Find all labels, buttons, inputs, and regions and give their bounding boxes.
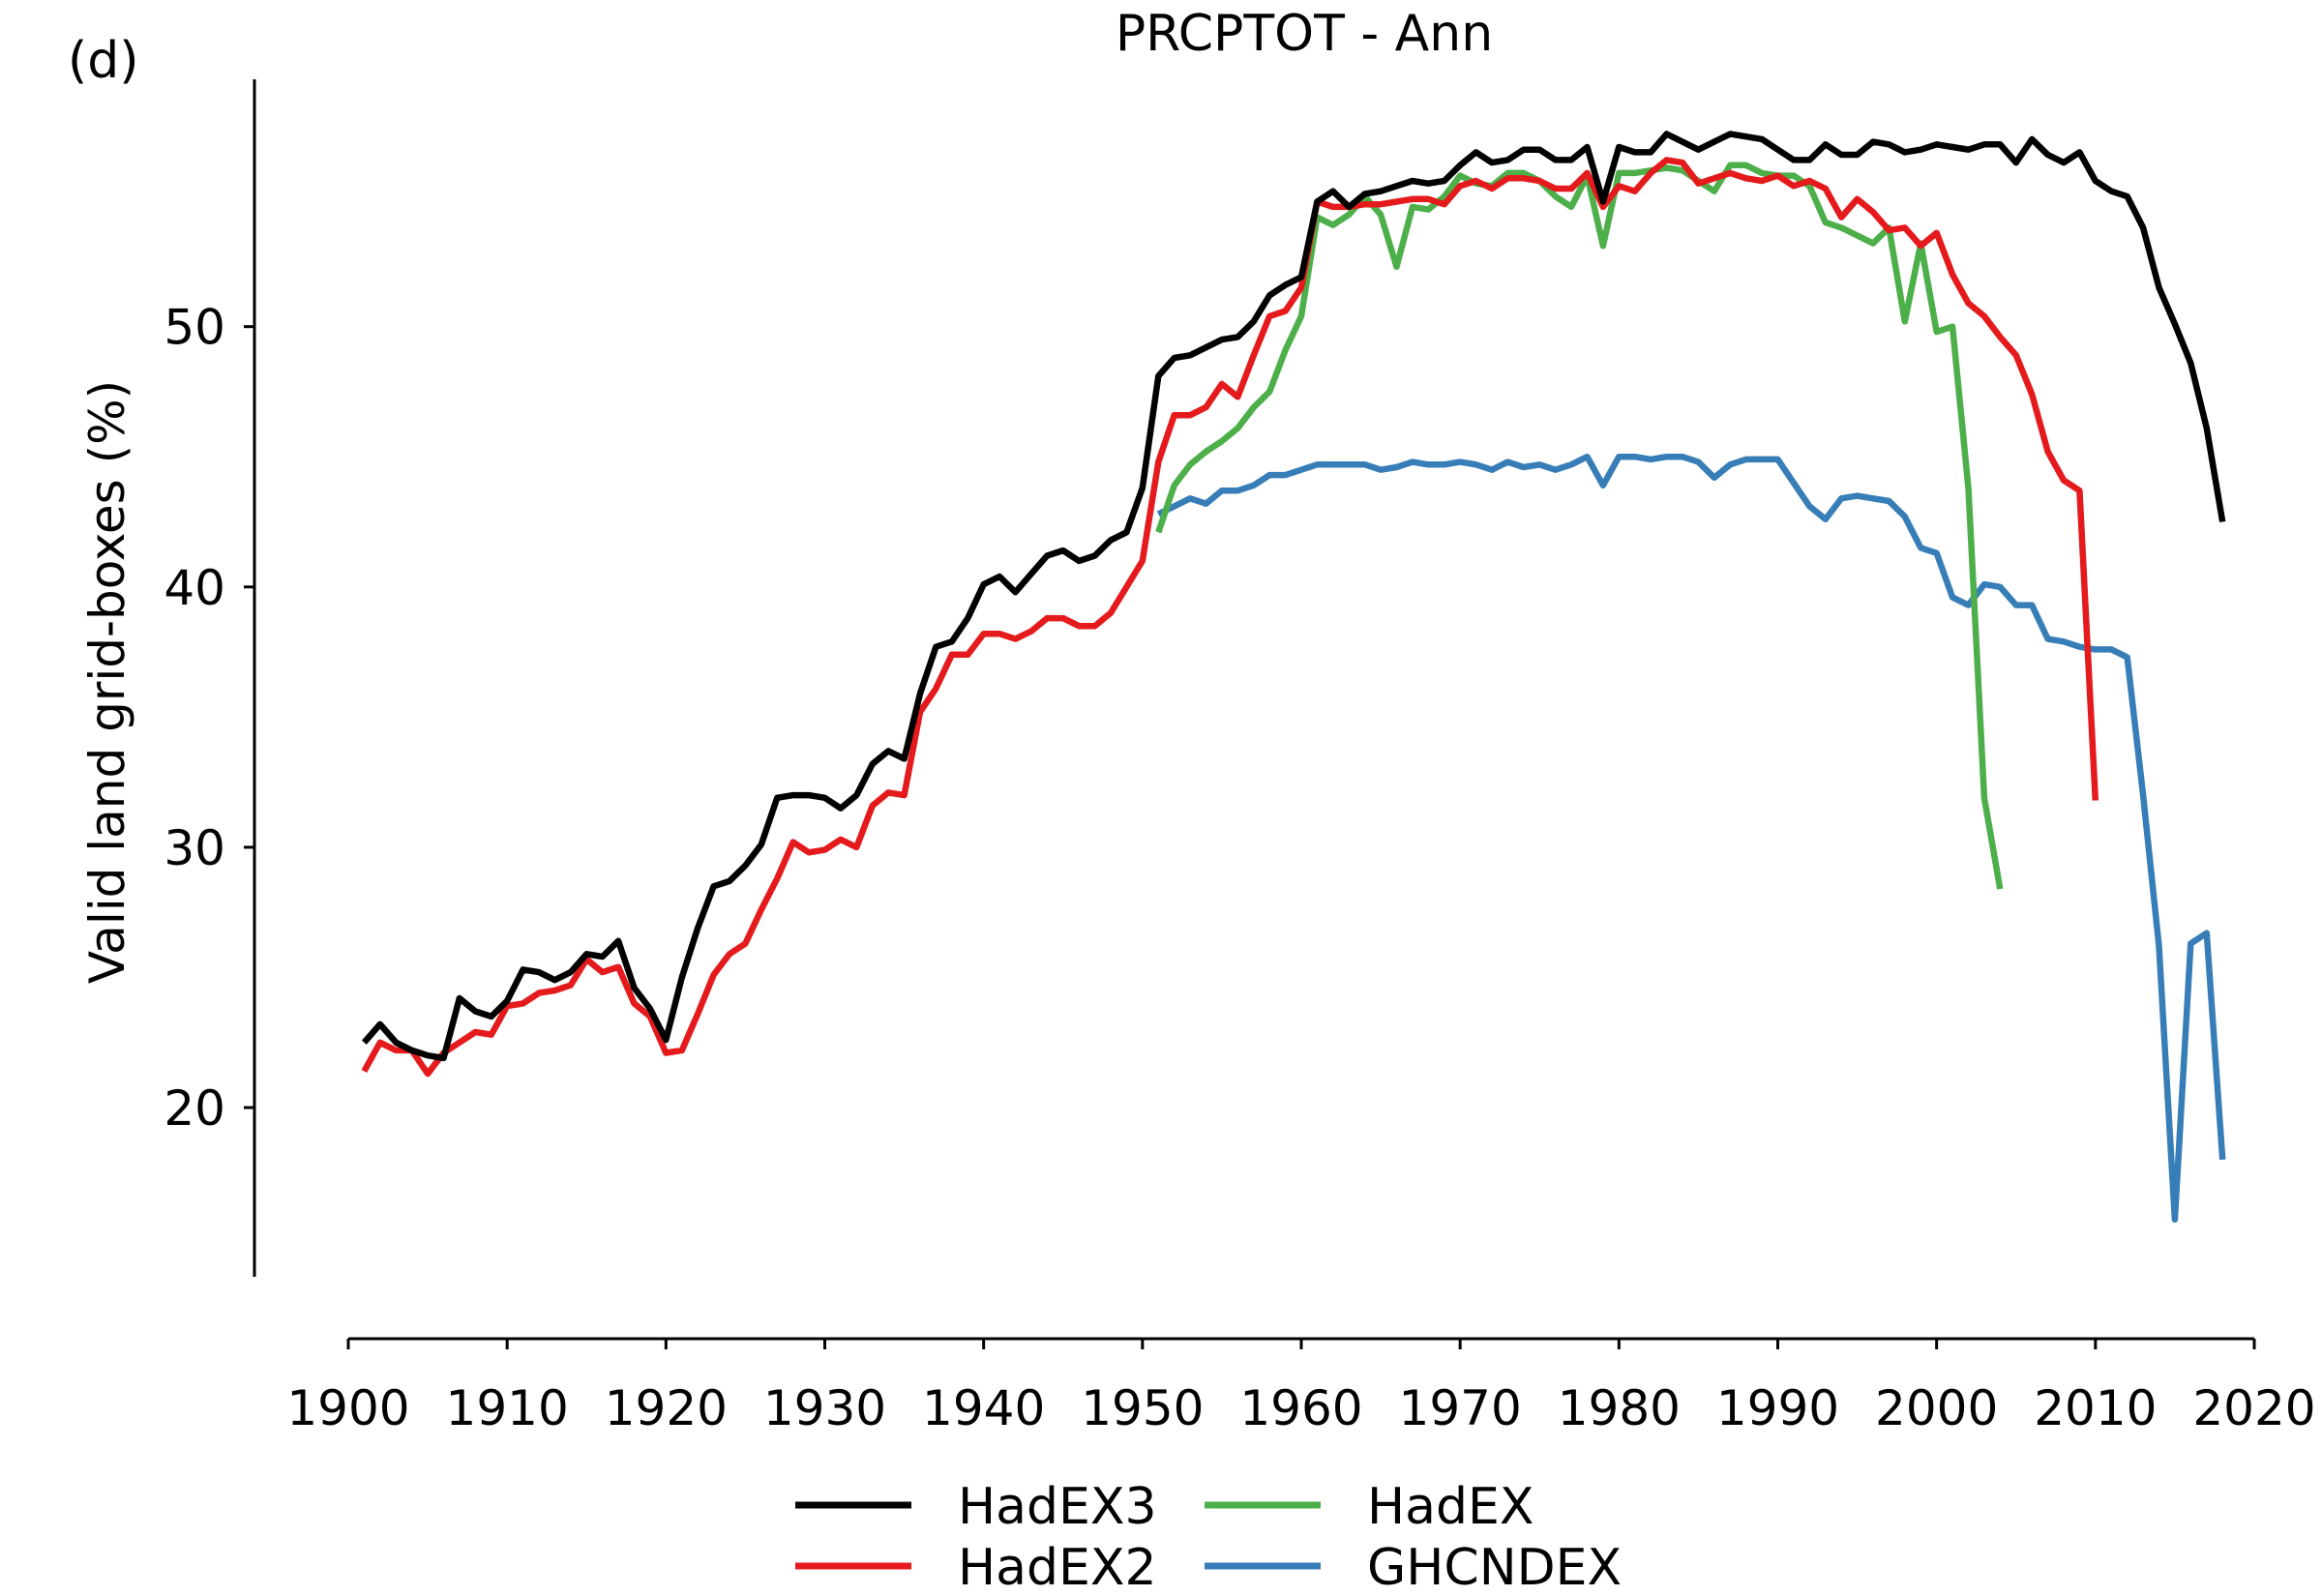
x-tick-label: 1940 [922, 1380, 1045, 1436]
x-tick-label: 1970 [1399, 1380, 1522, 1436]
series-line-hadex2 [361, 157, 2099, 1078]
legend-label-ghcndex: GHCNDEX [1367, 1539, 1622, 1596]
x-tick-label: 1900 [286, 1380, 409, 1436]
x-tick-label: 1990 [1716, 1380, 1839, 1436]
legend-label-hadex: HadEX [1367, 1478, 1533, 1536]
chart-title: PRCPTOT - Ann [1116, 5, 1493, 63]
legend-label-hadex3: HadEX3 [958, 1478, 1157, 1536]
y-tick-label: 20 [164, 1080, 225, 1137]
x-tick-label: 1960 [1239, 1380, 1362, 1436]
y-tick-label: 30 [164, 820, 225, 876]
y-axis-title: Valid land grid-boxes (%) [79, 380, 135, 984]
series-line-hadex [1155, 162, 2004, 890]
x-tick-label: 2010 [2034, 1380, 2157, 1436]
x-tick-label: 1910 [446, 1380, 569, 1436]
x-tick-label: 2020 [2192, 1380, 2315, 1436]
legend-label-hadex2: HadEX2 [958, 1539, 1157, 1596]
series-lines [361, 131, 2226, 1224]
y-tick-label: 50 [164, 300, 225, 356]
series-line-hadex3 [361, 131, 2226, 1062]
panel-label: (d) [68, 32, 139, 90]
series-line-ghcndex [1156, 453, 2226, 1224]
x-ticks: 1900 1910 1920 1930 1940 1950 1960 1970 1980 1990… [286, 1339, 2316, 1436]
x-tick-label: 1950 [1081, 1380, 1204, 1436]
x-tick-label: 2000 [1875, 1380, 1998, 1436]
x-tick-label: 1920 [605, 1380, 728, 1436]
x-tick-label: 1930 [763, 1380, 886, 1436]
x-tick-label: 1980 [1558, 1380, 1681, 1436]
y-ticks: 20 30 40 50 [164, 300, 254, 1137]
y-tick-label: 40 [164, 560, 225, 616]
